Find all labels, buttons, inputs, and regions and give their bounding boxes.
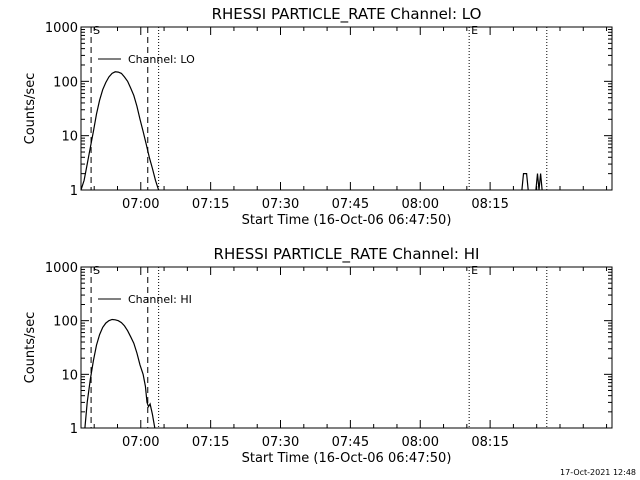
x-tick-label: 07:00: [122, 197, 159, 212]
legend-label: Channel: LO: [128, 53, 195, 66]
y-tick-label: 100: [53, 315, 78, 330]
x-tick-label: 07:45: [332, 197, 369, 212]
x-axis-label: Start Time (16-Oct-06 06:47:50): [242, 213, 452, 228]
marker-label: E: [471, 24, 478, 37]
series-line: [81, 71, 160, 190]
y-tick-label: 10: [61, 130, 78, 145]
x-tick-label: 08:15: [471, 197, 508, 212]
series-line: [535, 173, 543, 190]
x-axis-label: Start Time (16-Oct-06 06:47:50): [242, 451, 452, 466]
y-tick-label: 1000: [45, 261, 78, 276]
y-tick-label: 10: [61, 368, 78, 383]
x-tick-label: 08:00: [402, 435, 439, 450]
x-tick-label: 07:15: [192, 197, 229, 212]
x-tick-label: 07:15: [192, 435, 229, 450]
chart-title: RHESSI PARTICLE_RATE Channel: LO: [212, 5, 482, 24]
hi-channel-panel: RHESSI PARTICLE_RATE Channel: HI Start T…: [23, 245, 613, 466]
x-tick-label: 08:00: [402, 197, 439, 212]
y-axis-label: Counts/sec: [23, 73, 38, 145]
legend-label: Channel: HI: [128, 293, 192, 306]
y-tick-label: 1: [70, 422, 78, 437]
marker-label: E: [471, 264, 478, 277]
x-tick-label: 07:45: [332, 435, 369, 450]
y-tick-label: 1000: [45, 21, 78, 36]
series-line: [521, 173, 529, 190]
chart-title: RHESSI PARTICLE_RATE Channel: HI: [214, 245, 480, 264]
y-tick-label: 1: [70, 184, 78, 199]
lo-channel-panel: RHESSI PARTICLE_RATE Channel: LO Start T…: [23, 5, 613, 228]
x-tick-label: 07:00: [122, 435, 159, 450]
series-line: [84, 318, 156, 428]
marker-label: S: [93, 24, 100, 37]
y-tick-label: 100: [53, 75, 78, 90]
timestamp-stamp: 17-Oct-2021 12:48: [560, 468, 636, 477]
plot-frame: [80, 26, 613, 191]
y-axis-label: Counts/sec: [23, 312, 38, 384]
plot-frame: [80, 266, 613, 429]
marker-label: S: [93, 264, 100, 277]
x-tick-label: 07:30: [262, 197, 299, 212]
x-tick-label: 07:30: [262, 435, 299, 450]
x-tick-label: 08:15: [471, 435, 508, 450]
